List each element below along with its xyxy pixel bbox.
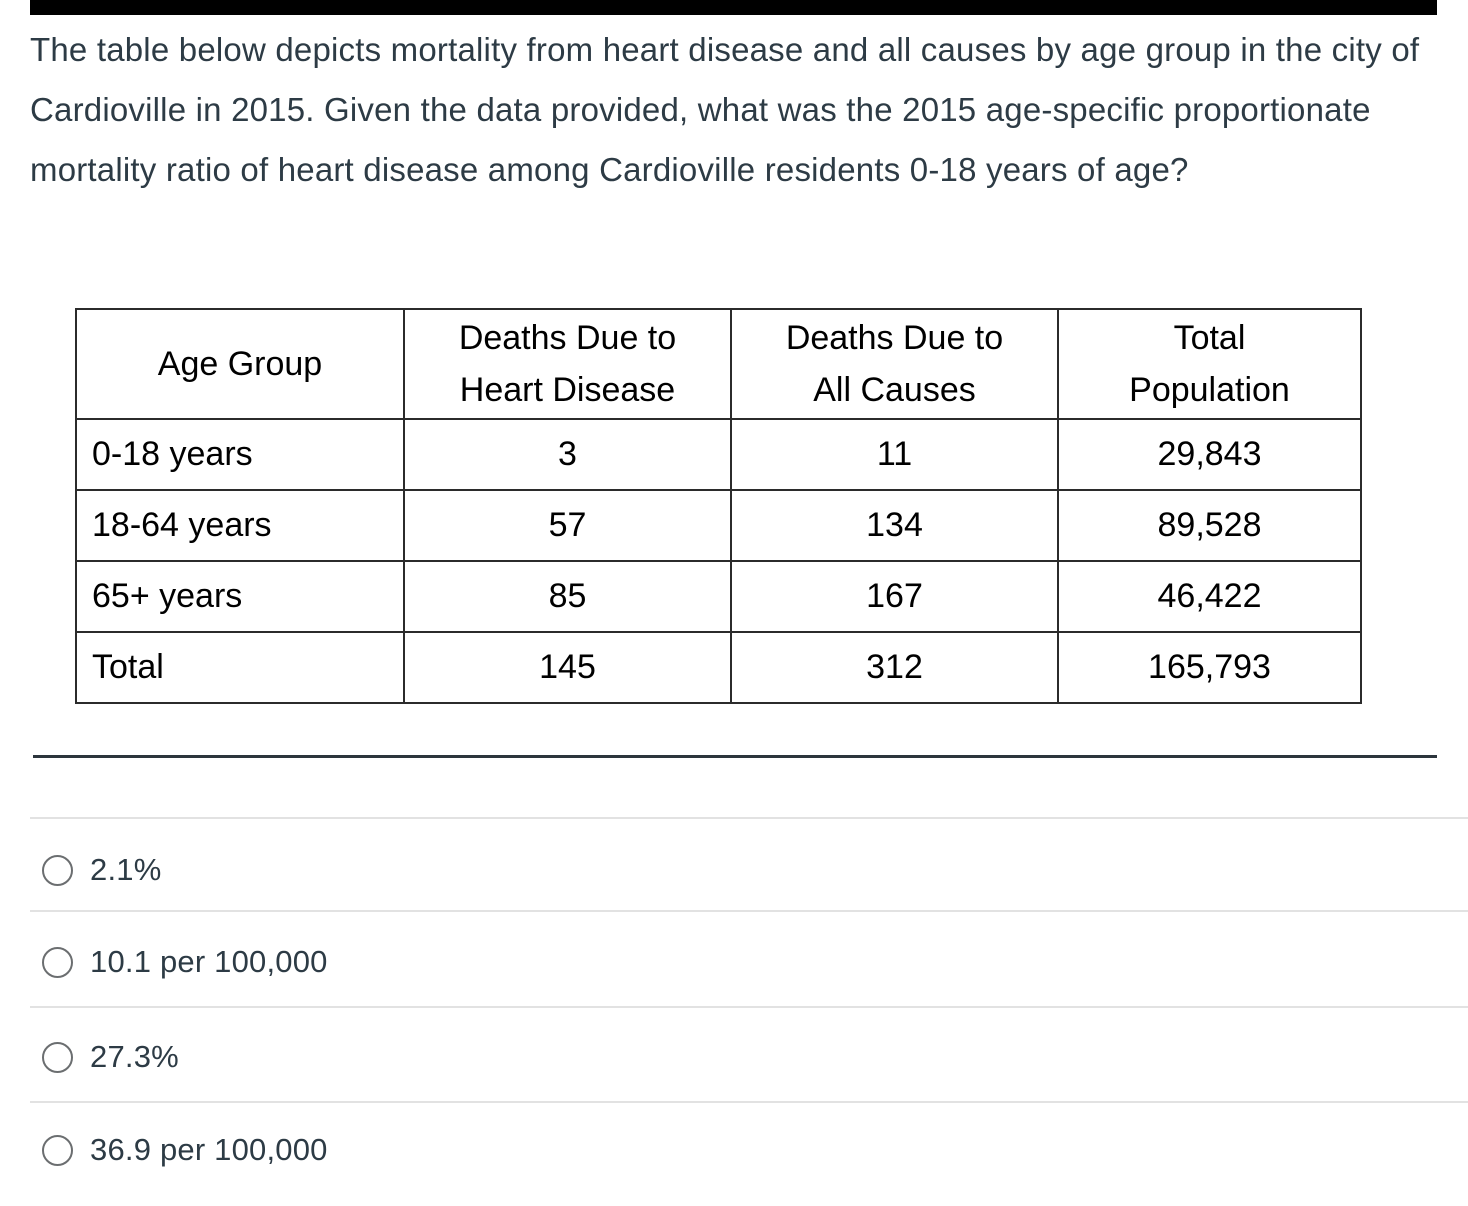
- radio-button-icon[interactable]: [42, 1134, 73, 1166]
- cell-total-population: 89,528: [1057, 489, 1362, 562]
- option-divider: [30, 1006, 1468, 1008]
- header-age-group: Age Group: [75, 308, 405, 420]
- answer-option-label[interactable]: 2.1%: [90, 852, 162, 887]
- cell-age-group: 0-18 years: [75, 418, 405, 491]
- answer-option-label[interactable]: 36.9 per 100,000: [90, 1132, 328, 1167]
- radio-button-icon[interactable]: [42, 854, 73, 886]
- cell-age-group: Total: [75, 631, 405, 704]
- option-divider: [30, 910, 1468, 912]
- cell-age-group: 18-64 years: [75, 489, 405, 562]
- answer-option-3[interactable]: 27.3%: [42, 1039, 179, 1075]
- cell-heart-disease-deaths: 3: [403, 418, 732, 491]
- answer-option-label[interactable]: 27.3%: [90, 1039, 179, 1074]
- header-age-group-label: Age Group: [157, 345, 323, 383]
- cell-all-causes-deaths: 312: [730, 631, 1059, 704]
- answer-option-1[interactable]: 2.1%: [42, 852, 161, 888]
- answer-option-4[interactable]: 36.9 per 100,000: [42, 1132, 328, 1168]
- question-text: The table below depicts mortality from h…: [30, 31, 1420, 188]
- header-all-causes-deaths: Deaths Due to All Causes: [730, 308, 1059, 420]
- cell-total-population: 29,843: [1057, 418, 1362, 491]
- table-row-total: Total 145 312 165,793: [75, 631, 1362, 704]
- cell-heart-disease-deaths: 145: [403, 631, 732, 704]
- radio-button-icon[interactable]: [42, 946, 73, 978]
- table-row: 18-64 years 57 134 89,528: [75, 489, 1362, 562]
- cell-total-population: 165,793: [1057, 631, 1362, 704]
- cell-age-group: 65+ years: [75, 560, 405, 633]
- cell-all-causes-deaths: 134: [730, 489, 1059, 562]
- option-divider: [30, 1101, 1468, 1103]
- option-divider: [30, 817, 1468, 819]
- cell-all-causes-deaths: 11: [730, 418, 1059, 491]
- table-row: 65+ years 85 167 46,422: [75, 560, 1362, 633]
- answer-option-2[interactable]: 10.1 per 100,000: [42, 944, 328, 980]
- cell-heart-disease-deaths: 85: [403, 560, 732, 633]
- question-answers-separator: [33, 755, 1437, 758]
- cell-all-causes-deaths: 167: [730, 560, 1059, 633]
- table-row: 0-18 years 3 11 29,843: [75, 418, 1362, 491]
- answer-option-label[interactable]: 10.1 per 100,000: [90, 944, 328, 979]
- redacted-question-header-bar: [30, 0, 1437, 15]
- cell-total-population: 46,422: [1057, 560, 1362, 633]
- mortality-data-table: Age Group Deaths Due to Heart Disease De…: [75, 308, 1362, 704]
- cell-heart-disease-deaths: 57: [403, 489, 732, 562]
- header-heart-disease-deaths: Deaths Due to Heart Disease: [403, 308, 732, 420]
- radio-button-icon[interactable]: [42, 1041, 73, 1073]
- table-header-row: Age Group Deaths Due to Heart Disease De…: [75, 308, 1362, 420]
- header-total-population: Total Population: [1057, 308, 1362, 420]
